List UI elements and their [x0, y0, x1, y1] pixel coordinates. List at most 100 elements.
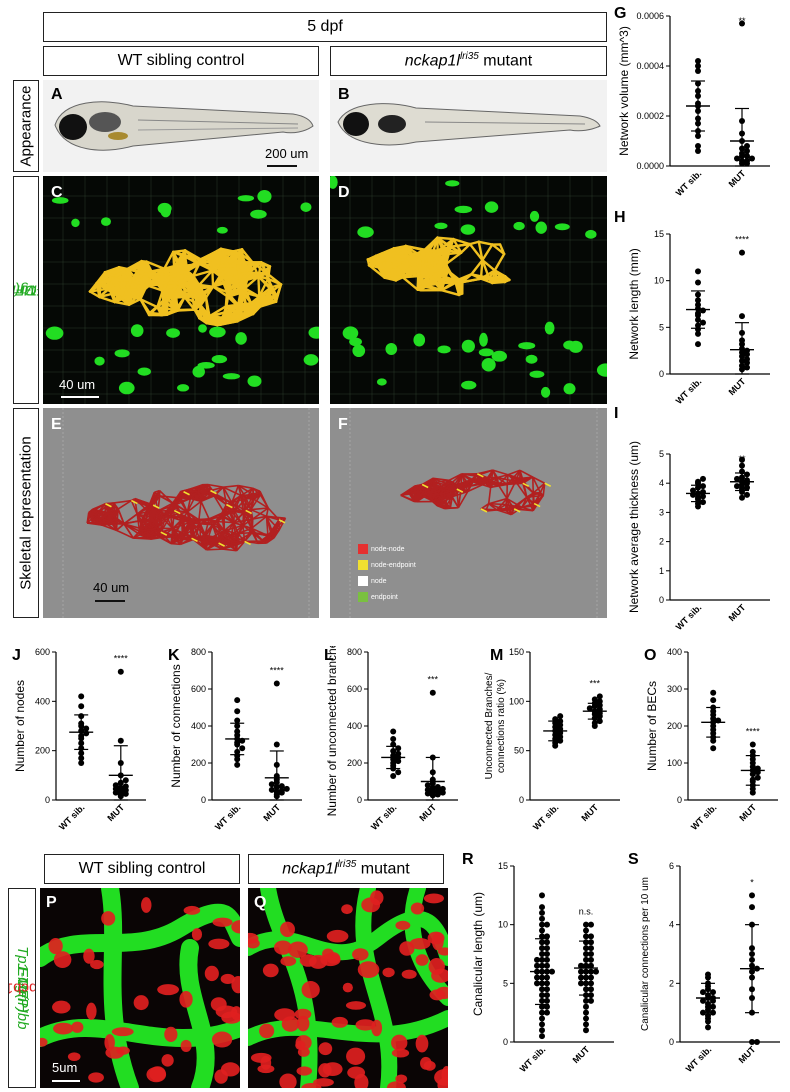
abcb11-puncta	[395, 920, 411, 930]
network-segment	[176, 269, 189, 285]
data-point	[744, 491, 750, 498]
skeleton-segment	[237, 484, 254, 496]
row-label-transgene: Tg(Tp1-MmHbb:EGFP)	[13, 176, 39, 404]
skeleton-segment	[206, 548, 223, 551]
skeleton-segment	[214, 493, 227, 506]
data-point	[583, 1003, 589, 1010]
data-point	[588, 974, 594, 981]
abcb11-puncta	[248, 932, 259, 944]
network-segment	[239, 289, 261, 298]
network-segment	[140, 259, 148, 275]
abcb11-puncta	[434, 1068, 448, 1086]
y-tick-label: 200	[191, 758, 206, 768]
skeleton-segment	[506, 497, 523, 509]
skeleton-segment	[190, 497, 203, 501]
skeleton-segment	[222, 486, 233, 504]
network-segment	[211, 274, 226, 288]
skeleton-segment	[202, 484, 212, 492]
skeleton-segment	[242, 510, 247, 526]
y-tick-label: 400	[667, 647, 682, 657]
panel-d-mut-confocal: D	[330, 176, 607, 404]
data-point	[734, 475, 740, 482]
gfp-cell	[481, 357, 496, 372]
network-segment	[427, 274, 443, 292]
skeleton-segment	[251, 515, 268, 529]
y-tick-label: 5	[659, 449, 664, 459]
network-segment	[183, 287, 195, 299]
skeleton-segment	[521, 502, 535, 509]
network-segment	[111, 277, 124, 297]
wt-larva-image	[54, 101, 314, 151]
network-segment	[367, 264, 386, 279]
network-segment	[236, 264, 251, 274]
y-tick-label: 15	[654, 229, 664, 239]
x-tick-label: WT sib.	[531, 802, 561, 832]
data-point	[390, 772, 397, 779]
row-label-skeletal: Skeletal representation	[13, 408, 39, 618]
panel-b-mut-fish: B	[330, 80, 607, 172]
legend-swatch	[358, 592, 368, 602]
gfp-cell	[478, 348, 494, 357]
gfp-cell	[101, 217, 111, 226]
data-point	[578, 980, 584, 987]
skeleton-segment	[159, 490, 174, 504]
network-segment	[99, 281, 111, 290]
mut-suffix: mutant	[483, 52, 533, 70]
skeleton-segment	[497, 484, 508, 499]
panel-c-label: C	[51, 184, 63, 201]
y-tick-label: 0.0006	[636, 11, 664, 21]
skeleton-segment	[278, 517, 287, 531]
network-segment	[248, 261, 263, 274]
data-point	[695, 58, 701, 64]
skeleton-segment	[186, 498, 192, 513]
network-segment	[172, 250, 179, 267]
network-segment	[211, 269, 226, 277]
gfp-cell	[51, 197, 69, 204]
data-point	[78, 750, 85, 757]
skeleton-segment	[140, 520, 148, 538]
skeleton-segment	[496, 508, 515, 511]
canaliculus	[179, 939, 215, 1088]
skeleton-segment	[206, 524, 214, 540]
skeleton-endpoint	[544, 482, 552, 487]
skeleton-segment	[146, 531, 162, 539]
skeleton-segment	[421, 477, 434, 486]
mut-skeleton-render	[349, 408, 598, 618]
skeleton-segment	[447, 491, 452, 509]
x-tick-label: MUT	[737, 802, 758, 823]
network-segment	[401, 276, 419, 291]
network-segment	[192, 269, 214, 278]
skeleton-segment	[250, 507, 269, 511]
wt-skeleton-render	[62, 408, 310, 618]
network-segment	[217, 247, 223, 258]
gfp-cell	[454, 205, 473, 214]
network-segment	[243, 275, 260, 290]
skeleton-segment	[132, 530, 141, 539]
data-point	[544, 933, 550, 940]
data-point	[739, 313, 745, 320]
skeleton-segment	[522, 483, 528, 498]
data-point	[710, 1003, 716, 1010]
skeleton-segment	[91, 503, 106, 513]
skeleton-segment	[191, 537, 208, 541]
data-point	[439, 785, 446, 792]
skeleton-segment	[104, 503, 116, 519]
gfp-cell	[518, 342, 536, 350]
network-segment	[265, 295, 278, 301]
wt-column-header: WT sibling control	[43, 46, 319, 76]
abcb11-puncta	[355, 1019, 376, 1031]
data-point	[117, 668, 124, 675]
skeleton-scalebar	[95, 600, 125, 602]
skeleton-segment	[172, 491, 185, 504]
skeleton-segment	[116, 529, 134, 539]
x-tick-label: WT sib.	[689, 802, 719, 832]
abcb11-puncta	[409, 938, 431, 950]
abcb11-puncta	[48, 938, 63, 955]
skeleton-segment	[497, 473, 509, 479]
abcb11-puncta	[428, 957, 445, 975]
network-segment	[236, 289, 243, 307]
skeleton-segment	[519, 469, 534, 478]
gfp-cell	[211, 355, 228, 364]
row-label-appearance: Appearance	[13, 80, 39, 172]
network-segment	[444, 262, 457, 283]
